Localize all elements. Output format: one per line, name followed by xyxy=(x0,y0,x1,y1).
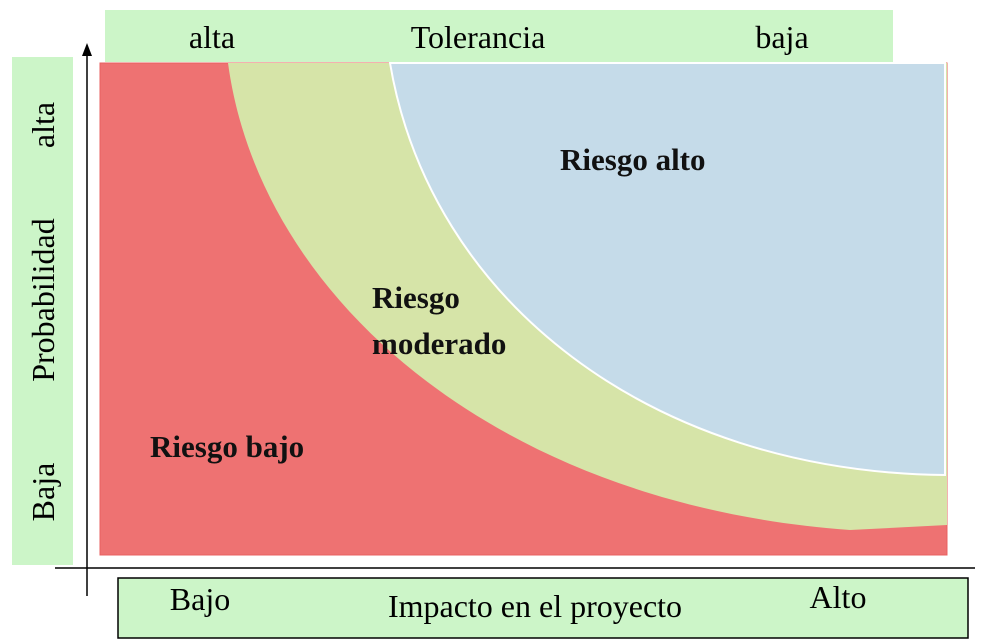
region-low-label: Riesgo bajo xyxy=(150,429,304,464)
region-moderate-label: moderado xyxy=(372,326,506,361)
tolerance-high: alta xyxy=(189,19,235,55)
y-arrow xyxy=(82,43,92,56)
tolerance-title: Tolerancia xyxy=(411,19,546,55)
probability-high: alta xyxy=(25,102,61,148)
region-high-label: Riesgo alto xyxy=(560,142,706,177)
top-band xyxy=(105,10,893,62)
bottom-band xyxy=(117,577,969,639)
probability-low: Baja xyxy=(25,463,61,522)
tolerance-low: baja xyxy=(755,19,808,55)
impact-low: Bajo xyxy=(170,581,230,617)
probability-title: Probabilidad xyxy=(25,218,61,382)
impact-high: Alto xyxy=(810,579,867,615)
impact-title: Impacto en el proyecto xyxy=(388,588,682,624)
high-region xyxy=(388,62,946,477)
left-band xyxy=(12,57,73,565)
region-moderate-label: Riesgo xyxy=(372,280,460,315)
